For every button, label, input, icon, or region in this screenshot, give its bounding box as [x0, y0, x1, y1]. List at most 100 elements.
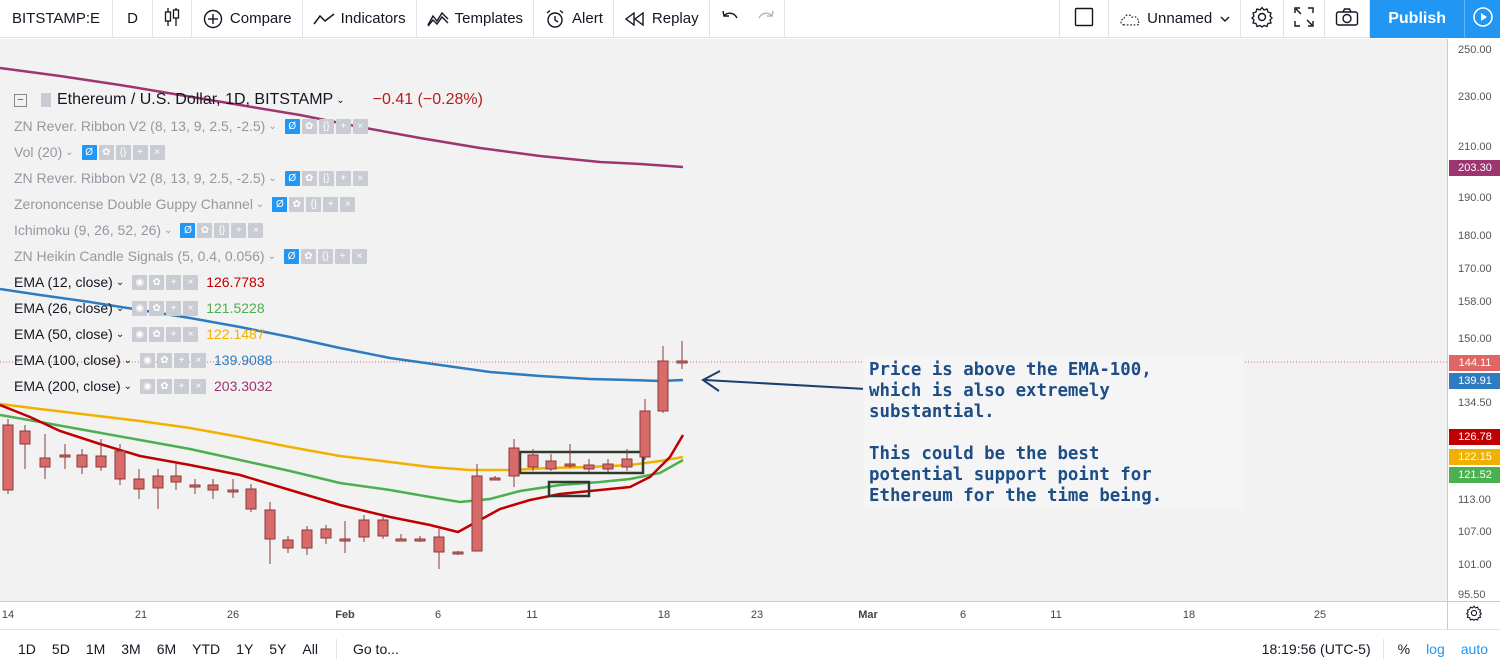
fullscreen-rect-button[interactable]: [1059, 0, 1110, 38]
close-icon[interactable]: ×: [149, 144, 165, 160]
time-axis[interactable]: 14 21 26 Feb 6 11 18 23 Mar 6 11 18 25: [0, 601, 1447, 629]
close-icon[interactable]: ×: [183, 274, 199, 290]
close-icon[interactable]: ×: [352, 118, 368, 134]
plus-icon[interactable]: +: [132, 144, 148, 160]
percent-toggle[interactable]: %: [1397, 640, 1411, 657]
indicator-label[interactable]: Ichimoku (9, 26, 52, 26): [14, 222, 162, 238]
plus-icon[interactable]: +: [335, 118, 351, 134]
plus-icon[interactable]: +: [174, 352, 189, 368]
gear-icon[interactable]: ✿: [300, 248, 316, 264]
close-icon[interactable]: ×: [340, 196, 356, 212]
symbol-title[interactable]: Ethereum / U.S. Dollar, 1D, BITSTAMP: [57, 91, 334, 108]
close-icon[interactable]: ×: [248, 222, 264, 238]
interval-button[interactable]: D: [113, 0, 153, 38]
gear-icon[interactable]: ✿: [149, 326, 165, 342]
plus-icon[interactable]: +: [335, 170, 351, 186]
indicator-label[interactable]: EMA (50, close): [14, 326, 113, 342]
gear-icon[interactable]: ✿: [301, 170, 317, 186]
publish-button[interactable]: Publish: [1370, 0, 1464, 38]
close-icon[interactable]: ×: [352, 170, 368, 186]
hide-icon[interactable]: Ø: [272, 196, 288, 212]
plus-icon[interactable]: +: [166, 326, 182, 342]
indicator-row[interactable]: EMA (50, close) ⌄ ◉ ✿ + × 122.1487: [14, 321, 483, 347]
range-button[interactable]: 3M: [121, 640, 141, 657]
range-button[interactable]: All: [302, 640, 318, 657]
range-button[interactable]: 1Y: [236, 640, 254, 657]
eye-icon[interactable]: ◉: [132, 300, 148, 316]
indicator-label[interactable]: ZN Rever. Ribbon V2 (8, 13, 9, 2.5, -2.5…: [14, 118, 266, 134]
gear-icon[interactable]: ✿: [289, 196, 305, 212]
gear-icon[interactable]: ✿: [157, 352, 172, 368]
layout-button[interactable]: Unnamed: [1109, 0, 1242, 38]
goto-button[interactable]: Go to...: [335, 638, 399, 659]
play-button[interactable]: [1464, 0, 1500, 38]
gear-icon[interactable]: ✿: [149, 300, 165, 316]
gear-icon[interactable]: ✿: [301, 118, 317, 134]
indicator-label[interactable]: EMA (100, close): [14, 352, 121, 368]
eye-icon[interactable]: ◉: [132, 326, 148, 342]
alert-button[interactable]: Alert: [534, 0, 614, 38]
gear-icon[interactable]: ✿: [157, 378, 172, 394]
replay-button[interactable]: Replay: [614, 0, 710, 38]
redo-button[interactable]: [748, 0, 785, 38]
source-icon[interactable]: {}: [317, 248, 333, 264]
plus-icon[interactable]: +: [174, 378, 189, 394]
range-button[interactable]: 1D: [18, 640, 36, 657]
indicator-label[interactable]: Vol (20): [14, 144, 63, 160]
indicator-label[interactable]: EMA (200, close): [14, 378, 121, 394]
range-button[interactable]: 1M: [85, 640, 106, 657]
range-button[interactable]: YTD: [192, 640, 221, 657]
close-icon[interactable]: ×: [183, 326, 199, 342]
hide-icon[interactable]: Ø: [284, 170, 300, 186]
indicator-row[interactable]: EMA (12, close) ⌄ ◉ ✿ + × 126.7783: [14, 269, 483, 295]
hide-icon[interactable]: Ø: [81, 144, 97, 160]
source-icon[interactable]: {}: [306, 196, 322, 212]
range-button[interactable]: 6M: [156, 640, 177, 657]
indicator-label[interactable]: ZN Heikin Candle Signals (5, 0.4, 0.056): [14, 248, 265, 264]
gear-icon[interactable]: ✿: [197, 222, 213, 238]
source-icon[interactable]: {}: [318, 118, 334, 134]
range-button[interactable]: 5D: [51, 640, 70, 657]
indicator-label[interactable]: EMA (12, close): [14, 274, 113, 290]
hide-icon[interactable]: Ø: [283, 248, 299, 264]
annotation-note[interactable]: Price is above the EMA-100, which is als…: [863, 356, 1243, 508]
indicator-label[interactable]: Zerononcense Double Guppy Channel: [14, 196, 253, 212]
indicator-label[interactable]: EMA (26, close): [14, 300, 113, 316]
indicator-label[interactable]: ZN Rever. Ribbon V2 (8, 13, 9, 2.5, -2.5…: [14, 170, 266, 186]
indicators-button[interactable]: Indicators: [303, 0, 417, 38]
close-icon[interactable]: ×: [183, 300, 199, 316]
symbol-search[interactable]: BITSTAMP:E: [0, 0, 114, 38]
clock[interactable]: 18:19:56 (UTC-5): [1250, 638, 1384, 659]
eye-icon[interactable]: ◉: [140, 378, 155, 394]
price-axis[interactable]: 250.00 230.00 210.00 190.00 180.00 170.00 158.…: [1447, 39, 1500, 601]
indicator-row[interactable]: ZN Heikin Candle Signals (5, 0.4, 0.056)…: [14, 243, 483, 269]
plus-icon[interactable]: +: [323, 196, 339, 212]
auto-toggle[interactable]: auto: [1460, 640, 1488, 657]
collapse-legend-button[interactable]: −: [14, 93, 27, 107]
plus-icon[interactable]: +: [334, 248, 350, 264]
indicator-row[interactable]: Zerononcense Double Guppy Channel ⌄ Ø ✿{} +…: [14, 191, 483, 217]
compare-button[interactable]: Compare: [192, 0, 303, 38]
fullscreen-button[interactable]: [1284, 0, 1326, 38]
plus-icon[interactable]: +: [166, 274, 182, 290]
snapshot-button[interactable]: [1325, 0, 1371, 38]
plus-icon[interactable]: +: [166, 300, 182, 316]
eye-icon[interactable]: ◉: [140, 352, 155, 368]
templates-button[interactable]: Templates: [417, 0, 535, 38]
settings-button[interactable]: [1241, 0, 1285, 38]
source-icon[interactable]: {}: [318, 170, 334, 186]
indicator-row[interactable]: Ichimoku (9, 26, 52, 26) ⌄ Ø ✿{} + ×: [14, 217, 483, 243]
gear-icon[interactable]: ✿: [98, 144, 114, 160]
axis-settings-button[interactable]: [1447, 601, 1500, 629]
eye-icon[interactable]: ◉: [132, 274, 148, 290]
indicator-row[interactable]: EMA (100, close) ⌄ ◉ ✿ + × 139.9088: [14, 347, 483, 373]
close-icon[interactable]: ×: [191, 352, 206, 368]
source-icon[interactable]: {}: [115, 144, 131, 160]
range-button[interactable]: 5Y: [269, 640, 287, 657]
indicator-row[interactable]: EMA (26, close) ⌄ ◉ ✿ + × 121.5228: [14, 295, 483, 321]
gear-icon[interactable]: ✿: [149, 274, 165, 290]
chart-type-button[interactable]: [153, 0, 192, 38]
indicator-row[interactable]: ZN Rever. Ribbon V2 (8, 13, 9, 2.5, -2.5…: [14, 113, 483, 139]
plus-icon[interactable]: +: [231, 222, 247, 238]
hide-icon[interactable]: Ø: [180, 222, 196, 238]
